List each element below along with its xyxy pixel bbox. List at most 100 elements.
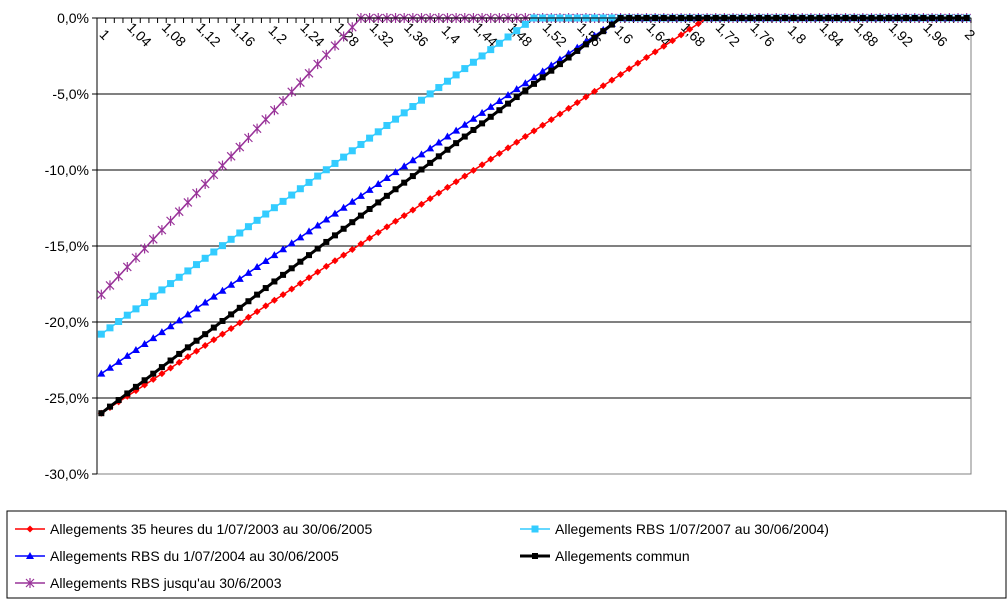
data-point: [305, 227, 313, 234]
x-tick-label: 1,88: [851, 19, 882, 50]
data-point: [210, 293, 218, 300]
data-point: [236, 229, 243, 236]
data-point: [469, 115, 477, 122]
data-point: [496, 107, 502, 113]
data-point: [462, 134, 468, 140]
data-point: [470, 127, 476, 133]
x-tick-label: 1,52: [540, 19, 571, 50]
data-point: [453, 140, 459, 146]
data-point: [263, 285, 269, 291]
data-point: [158, 328, 166, 335]
data-point: [193, 261, 200, 268]
legend-label: Allegements RBS jusqu'au 30/6/2003: [50, 575, 282, 591]
data-point: [358, 213, 364, 219]
y-tick-label: -5,0%: [52, 86, 89, 102]
data-point: [557, 61, 563, 67]
data-point: [314, 221, 322, 228]
data-point: [227, 281, 235, 288]
data-point: [470, 59, 477, 66]
data-point: [315, 246, 321, 252]
y-tick-label: -20,0%: [45, 314, 89, 330]
data-point: [513, 27, 520, 34]
data-point: [219, 242, 226, 249]
data-point: [348, 198, 356, 205]
data-point: [600, 28, 606, 34]
data-point: [461, 121, 469, 128]
x-tick-label: 1,64: [643, 19, 674, 50]
data-point: [288, 192, 295, 199]
data-point: [427, 90, 434, 97]
data-point: [305, 68, 313, 78]
data-point: [150, 293, 157, 300]
data-point: [185, 344, 191, 350]
data-point: [211, 325, 217, 331]
data-point: [349, 147, 356, 154]
series-line: [101, 18, 966, 374]
data-point: [513, 85, 521, 92]
data-point: [341, 226, 347, 232]
data-point: [116, 397, 122, 403]
data-point: [367, 206, 373, 212]
data-point: [123, 352, 131, 359]
data-point: [340, 204, 348, 211]
data-point: [159, 364, 165, 370]
data-point: [262, 211, 269, 218]
data-point: [409, 156, 417, 163]
data-point: [322, 216, 330, 223]
x-tick-label: 1,04: [124, 19, 155, 50]
y-tick-label: -10,0%: [45, 162, 89, 178]
data-point: [566, 55, 572, 61]
data-point: [167, 322, 175, 329]
data-point: [271, 278, 277, 284]
data-point: [540, 74, 546, 80]
data-point: [392, 116, 399, 123]
x-tick-label: 1,92: [886, 19, 917, 50]
data-point: [418, 97, 425, 104]
data-point: [479, 52, 486, 59]
data-point: [175, 316, 183, 323]
data-point: [296, 233, 304, 240]
x-tick-label: 1,4: [438, 22, 463, 47]
data-point: [254, 217, 261, 224]
data-point: [175, 207, 183, 217]
x-tick-label: 1,16: [228, 19, 259, 50]
data-point: [132, 253, 140, 263]
data-point: [141, 340, 149, 347]
data-point: [453, 71, 460, 78]
data-point: [98, 331, 105, 338]
data-point: [592, 35, 598, 41]
y-tick-label: -25,0%: [45, 390, 89, 406]
x-tick-label: 1,76: [747, 19, 778, 50]
data-point: [323, 166, 330, 173]
data-point: [488, 114, 494, 120]
data-point: [245, 298, 251, 304]
x-tick-label: 1,6: [612, 22, 637, 47]
data-point: [400, 162, 408, 169]
data-point: [132, 346, 140, 353]
data-point: [393, 186, 399, 192]
data-point: [270, 105, 278, 115]
data-point: [106, 364, 114, 371]
data-point: [253, 124, 261, 134]
data-point: [435, 84, 442, 91]
data-point: [210, 248, 217, 255]
x-tick-label: 1,28: [332, 19, 363, 50]
data-point: [245, 223, 252, 230]
data-point: [427, 160, 433, 166]
y-tick-label: 0,0%: [57, 10, 89, 26]
data-point: [384, 193, 390, 199]
data-point: [280, 272, 286, 278]
data-point: [548, 68, 554, 74]
data-point: [392, 168, 400, 175]
x-tick-label: 1,2: [265, 22, 290, 47]
data-point: [271, 204, 278, 211]
data-point: [574, 48, 580, 54]
data-point: [383, 174, 391, 181]
data-point: [167, 280, 174, 287]
data-point: [201, 299, 209, 306]
data-point: [331, 160, 338, 167]
data-point: [444, 147, 450, 153]
data-point: [97, 290, 105, 300]
data-point: [141, 299, 148, 306]
